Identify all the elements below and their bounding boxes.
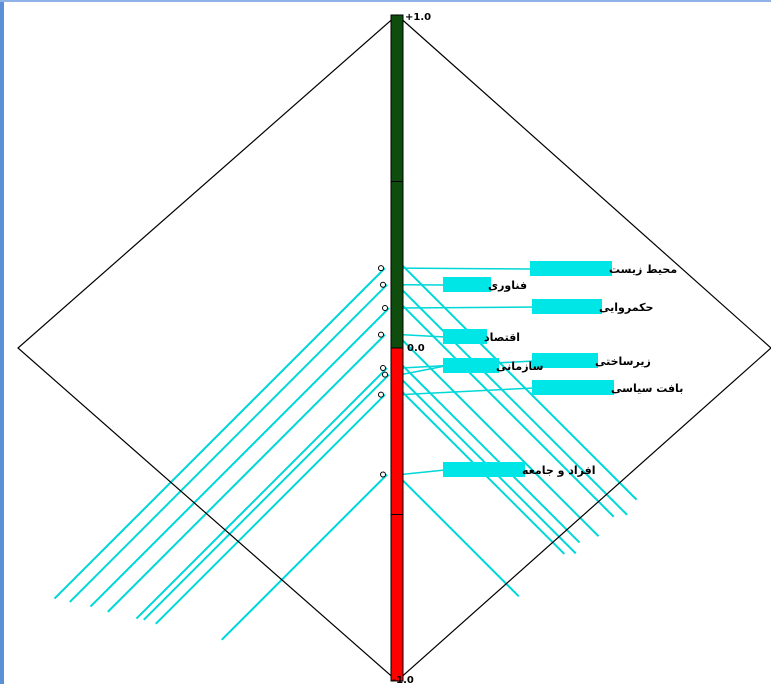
item-label-4: زیرساختی [595, 355, 651, 368]
connector-6 [400, 387, 535, 396]
label-bg-6 [532, 380, 614, 395]
left-line-3 [107, 333, 386, 613]
item-label-5: سازمانی [496, 360, 543, 373]
item-label-0: محیط زیست [609, 263, 677, 276]
window-left-border [0, 0, 4, 684]
point-marker-2 [382, 305, 388, 312]
left-line-6 [155, 393, 386, 625]
label-bg-0 [530, 261, 612, 276]
scale-max-label: +1.0 [405, 12, 431, 23]
point-marker-6 [378, 391, 384, 398]
point-marker-0 [378, 265, 384, 272]
point-marker-3 [378, 331, 384, 338]
label-bg-7 [443, 462, 525, 477]
right-line-0 [400, 263, 638, 501]
scale-min-label: -1.0 [392, 675, 414, 684]
point-marker-7 [380, 471, 386, 478]
left-line-7 [221, 473, 388, 641]
item-label-1: فناوری [488, 279, 527, 292]
label-bg-3 [443, 329, 487, 344]
connector-0 [400, 267, 533, 270]
label-bg-2 [532, 299, 602, 314]
connector-3 [400, 333, 446, 338]
connector-2 [400, 306, 535, 309]
left-line-4 [135, 367, 388, 620]
left-line-1 [69, 284, 388, 603]
right-line-3 [400, 337, 600, 537]
point-marker-4 [380, 364, 386, 371]
connector-7 [400, 469, 446, 476]
right-line-7 [400, 477, 520, 598]
scale-mid-label: 0.0 [407, 343, 425, 354]
item-label-3: اقتصاد [484, 331, 520, 344]
right-line-1 [400, 288, 628, 516]
item-label-6: بافت سیاسی [611, 382, 683, 395]
label-bg-5 [443, 358, 499, 373]
label-bg-4 [532, 353, 598, 368]
item-label-2: حکمروایی [599, 301, 653, 314]
label-bg-1 [443, 277, 491, 292]
left-line-5 [143, 373, 390, 621]
left-line-2 [89, 307, 390, 608]
point-marker-1 [380, 281, 386, 288]
left-line-0 [53, 267, 386, 600]
item-label-7: افراد و جامعه [522, 464, 595, 477]
window-top-border [0, 0, 771, 2]
connector-5 [400, 365, 446, 376]
right-line-2 [400, 303, 615, 518]
point-marker-5 [382, 371, 388, 378]
